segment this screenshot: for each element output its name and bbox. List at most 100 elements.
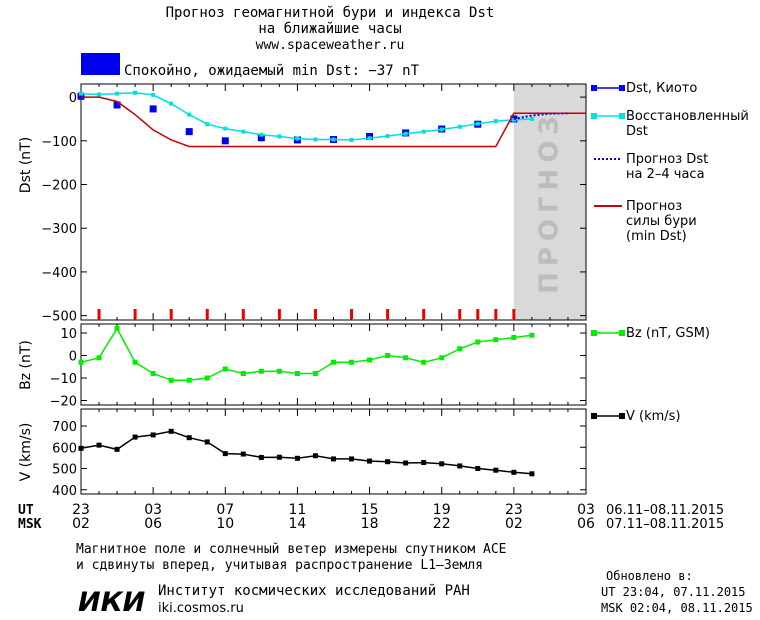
- y-tick-label: −20: [50, 395, 77, 410]
- note-line1: Магнитное поле и солнечный ветер измерен…: [76, 542, 506, 557]
- data-point: [457, 463, 463, 469]
- data-point: [403, 460, 409, 466]
- data-point: [475, 339, 481, 345]
- data-point: [511, 469, 517, 475]
- forecast-label: ПРОГНОЗ: [534, 110, 564, 294]
- legend-label: Dst: [626, 124, 648, 139]
- legend-label: Bz (nT, GSM): [626, 326, 710, 341]
- data-point: [115, 91, 120, 96]
- data-point: [114, 326, 120, 331]
- data-point: [222, 451, 228, 457]
- data-point: [493, 119, 498, 124]
- data-point: [312, 371, 318, 376]
- data-point: [312, 453, 318, 459]
- updated-ut: UT 23:04, 07.11.2015: [601, 585, 746, 599]
- data-point: [294, 455, 300, 461]
- bz-panel: 10 0 −10 −20 Bz (nT) Bz (nT, GSM): [18, 323, 710, 410]
- legend-label: Восстановленный: [626, 109, 749, 124]
- data-point: [276, 368, 282, 374]
- series-line: [80, 326, 532, 382]
- data-point: [221, 137, 229, 145]
- msk-label: MSK: [18, 517, 42, 532]
- y-tick-label: 10: [60, 327, 77, 342]
- data-point: [185, 128, 193, 136]
- legend-marker: [619, 113, 625, 119]
- y-tick-label: −100: [41, 135, 77, 150]
- data-point: [457, 346, 463, 352]
- updated-msk: MSK 02:04, 08.11.2015: [601, 601, 753, 615]
- msk-tick-label: 06: [577, 516, 595, 532]
- data-point: [204, 439, 210, 445]
- msk-tick-label: 18: [361, 516, 379, 532]
- data-point: [385, 459, 391, 465]
- ut-tick-label: 03: [144, 502, 162, 518]
- y-tick-label: −500: [41, 310, 77, 325]
- y-tick-label: 600: [52, 441, 77, 456]
- ut-tick-label: 19: [433, 502, 451, 518]
- data-point: [132, 434, 138, 440]
- data-point: [259, 132, 264, 137]
- data-point: [349, 359, 355, 365]
- data-point: [403, 131, 408, 136]
- data-point: [186, 377, 192, 383]
- data-point: [457, 124, 462, 129]
- data-point: [187, 112, 192, 117]
- data-point: [133, 90, 138, 95]
- data-point: [96, 355, 102, 361]
- data-point: [240, 451, 246, 457]
- data-point: [97, 92, 102, 97]
- legend-label: Прогноз Dst: [626, 152, 708, 167]
- data-point: [150, 432, 156, 438]
- msk-tick-label: 02: [505, 516, 523, 532]
- legend-label: Dst, Киото: [626, 81, 697, 96]
- data-point: [168, 377, 174, 383]
- data-point: [114, 446, 120, 452]
- y-tick-label: −10: [50, 372, 77, 387]
- legend-label: на 2–4 часа: [626, 167, 705, 182]
- chart-title-line2: на ближайшие часы: [258, 21, 401, 37]
- ut-tick-label: 23: [505, 502, 523, 518]
- ut-label: UT: [18, 503, 34, 518]
- data-point: [277, 134, 282, 139]
- data-point: [240, 371, 246, 376]
- data-point: [403, 355, 409, 361]
- data-point: [257, 134, 265, 142]
- data-point: [149, 105, 157, 113]
- legend-marker: [619, 413, 625, 419]
- data-point: [113, 101, 121, 109]
- data-point: [79, 91, 83, 96]
- series-line: [81, 96, 586, 148]
- data-point: [421, 359, 427, 365]
- data-point: [475, 121, 480, 126]
- data-point: [77, 92, 85, 100]
- msk-date-range: 07.11–08.11.2015: [606, 517, 724, 532]
- note-line2: и сдвинуты вперед, учитывая распростране…: [76, 558, 483, 573]
- time-axis: 23 03 07 11 15 19 23 03 02 06 10 14 18 22 02 06: [72, 502, 595, 532]
- data-point: [331, 456, 336, 462]
- chart-title-line1: Прогноз геомагнитной бури и индекса Dst: [166, 5, 495, 21]
- data-point: [78, 445, 84, 451]
- data-point: [331, 137, 336, 142]
- y-tick-label: 400: [52, 484, 77, 499]
- y-axis-label: Dst (nT): [18, 137, 34, 193]
- series-line: [80, 91, 532, 141]
- data-point: [349, 137, 354, 142]
- legend-marker: [591, 330, 597, 336]
- data-point: [169, 101, 174, 106]
- legend-label: Прогноз: [626, 199, 682, 214]
- msk-tick-label: 02: [72, 516, 90, 532]
- data-point: [331, 359, 336, 365]
- data-point: [204, 375, 210, 381]
- data-point: [439, 355, 445, 361]
- msk-tick-label: 10: [216, 516, 234, 532]
- legend-label: силы бури: [626, 214, 697, 229]
- legend-marker: [591, 413, 597, 419]
- data-point: [367, 136, 372, 141]
- legend-label: (min Dst): [626, 229, 687, 244]
- source-url: www.spaceweather.ru: [256, 38, 405, 53]
- data-point: [529, 332, 535, 338]
- ut-tick-label: 07: [216, 502, 234, 518]
- data-point: [349, 456, 355, 462]
- legend-label: V (km/s): [626, 409, 681, 424]
